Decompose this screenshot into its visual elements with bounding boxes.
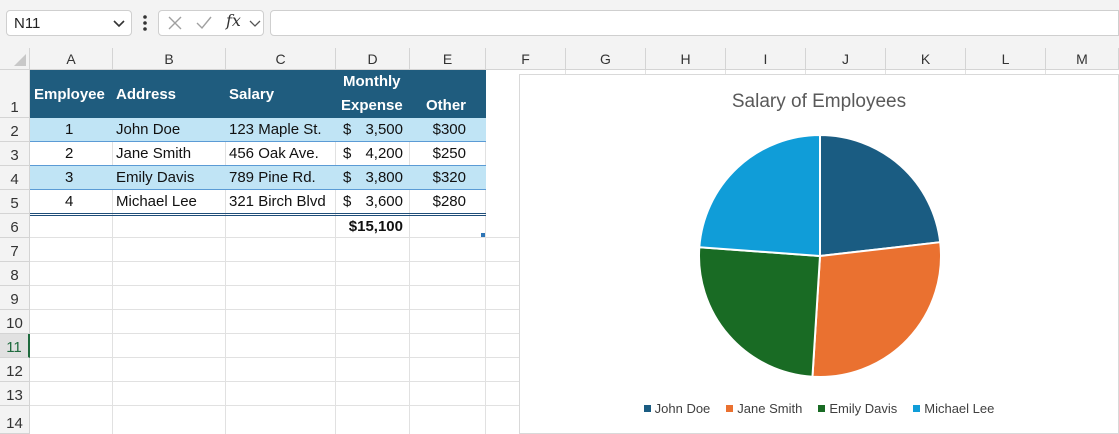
table-resize-handle[interactable] xyxy=(481,233,485,237)
more-options-icon[interactable] xyxy=(142,13,148,33)
cell-e2[interactable]: $300 xyxy=(432,121,466,138)
cell-e5[interactable]: $280 xyxy=(432,193,466,210)
row-header-7[interactable]: 7 xyxy=(0,238,30,262)
chevron-down-icon[interactable] xyxy=(112,16,126,30)
row-header-5[interactable]: 5 xyxy=(0,190,30,214)
cell-c2[interactable]: 123 Maple St. xyxy=(229,121,322,138)
pie-slice-john-doe[interactable] xyxy=(819,133,942,258)
cell-b5[interactable]: Michael Lee xyxy=(116,193,197,210)
insert-function-button[interactable]: fx xyxy=(226,11,241,30)
cell-d4[interactable]: 3,800 xyxy=(365,169,403,186)
table-row xyxy=(30,166,486,190)
name-box-value: N11 xyxy=(14,15,41,32)
total-separator xyxy=(30,213,486,216)
legend-swatch xyxy=(913,405,921,412)
cell-b3[interactable]: Jane Smith xyxy=(116,145,192,162)
row-header-4[interactable]: 4 xyxy=(0,166,30,190)
cell-d2[interactable]: 3,500 xyxy=(365,121,403,138)
cell-d2-currency: $ xyxy=(343,121,352,138)
column-header-k[interactable]: K xyxy=(886,48,966,70)
row-header-1[interactable]: 1 xyxy=(0,70,30,118)
row-header-2[interactable]: 2 xyxy=(0,118,30,142)
cell-c4[interactable]: 789 Pine Rd. xyxy=(229,169,316,186)
cell-d3-currency: $ xyxy=(343,145,352,162)
select-all-button[interactable] xyxy=(0,48,30,70)
chart-title[interactable]: Salary of Employees xyxy=(731,91,907,112)
legend-label: Jane Smith xyxy=(737,401,803,416)
column-header-h[interactable]: H xyxy=(646,48,726,70)
table-row xyxy=(30,118,486,142)
chart-legend[interactable]: John Doe Jane Smith Emily Davis Michael Lee xyxy=(520,401,1118,416)
column-header-i[interactable]: I xyxy=(726,48,806,70)
column-header-l[interactable]: L xyxy=(966,48,1046,70)
cell-c5[interactable]: 321 Birch Blvd xyxy=(229,193,326,210)
table-header-row: Employee Address Salary Monthly Expense … xyxy=(30,70,486,118)
legend-entry-michael-lee[interactable]: Michael Lee xyxy=(913,401,994,416)
pie-plot-area[interactable] xyxy=(520,75,1118,395)
table-row xyxy=(30,142,486,166)
pie-chart[interactable]: Salary of Employees John Doe Jane Smith Em… xyxy=(519,74,1119,434)
legend-swatch xyxy=(726,405,734,412)
pie-slice-michael-lee[interactable] xyxy=(698,133,821,258)
cell-c3[interactable]: 456 Oak Ave. xyxy=(229,145,319,162)
cell-a5[interactable]: 4 xyxy=(65,193,74,210)
row-header-6[interactable]: 6 xyxy=(0,214,30,238)
pie-slice-jane-smith[interactable] xyxy=(811,241,942,378)
row-header-14[interactable]: 14 xyxy=(0,406,30,434)
cell-e4[interactable]: $320 xyxy=(432,169,466,186)
column-header-f[interactable]: F xyxy=(486,48,566,70)
row-header-13[interactable]: 13 xyxy=(0,382,30,406)
header-monthly[interactable]: Monthly xyxy=(343,73,401,90)
cell-d6-total[interactable]: $15,100 xyxy=(348,218,403,235)
legend-swatch xyxy=(818,405,826,412)
row-header-10[interactable]: 10 xyxy=(0,310,30,334)
column-header-b[interactable]: B xyxy=(113,48,226,70)
row-header-3[interactable]: 3 xyxy=(0,142,30,166)
header-address[interactable]: Address xyxy=(116,86,177,103)
cell-d3[interactable]: 4,200 xyxy=(365,145,403,162)
legend-label: Emily Davis xyxy=(829,401,898,416)
header-expense[interactable]: Expense xyxy=(341,97,403,114)
cell-d5-currency: $ xyxy=(343,193,352,210)
formula-controls xyxy=(158,10,264,36)
cell-d4-currency: $ xyxy=(343,169,352,186)
legend-entry-jane-smith[interactable]: Jane Smith xyxy=(726,401,802,416)
legend-entry-emily-davis[interactable]: Emily Davis xyxy=(818,401,897,416)
legend-label: Michael Lee xyxy=(924,401,995,416)
header-employee[interactable]: Employee xyxy=(34,86,105,103)
name-box[interactable]: N11 xyxy=(6,10,132,36)
column-header-a[interactable]: A xyxy=(30,48,113,70)
cell-a4[interactable]: 3 xyxy=(65,169,74,186)
pie-slice-emily-davis[interactable] xyxy=(698,246,822,378)
cell-a2[interactable]: 1 xyxy=(65,121,74,138)
column-header-c[interactable]: C xyxy=(226,48,336,70)
row-header-12[interactable]: 12 xyxy=(0,358,30,382)
cell-b4[interactable]: Emily Davis xyxy=(116,169,195,186)
legend-label: John Doe xyxy=(654,401,711,416)
fx-chevron-down-icon[interactable] xyxy=(249,17,261,29)
legend-entry-john-doe[interactable]: John Doe xyxy=(643,401,711,416)
cell-a3[interactable]: 2 xyxy=(65,145,74,162)
row-header-8[interactable]: 8 xyxy=(0,262,30,286)
header-other[interactable]: Other xyxy=(426,97,467,114)
cancel-icon[interactable] xyxy=(167,15,183,31)
column-header-j[interactable]: J xyxy=(806,48,886,70)
header-salary[interactable]: Salary xyxy=(229,86,275,103)
cell-e3[interactable]: $250 xyxy=(432,145,466,162)
cell-d5[interactable]: 3,600 xyxy=(365,193,403,210)
column-header-m[interactable]: M xyxy=(1046,48,1119,70)
legend-swatch xyxy=(643,405,651,412)
column-header-g[interactable]: G xyxy=(566,48,646,70)
formula-bar: N11 fx xyxy=(0,0,1119,46)
row-header-11[interactable]: 11 xyxy=(0,334,30,358)
row-header-9[interactable]: 9 xyxy=(0,286,30,310)
formula-input[interactable] xyxy=(270,10,1119,36)
column-header-e[interactable]: E xyxy=(410,48,486,70)
column-header-d[interactable]: D xyxy=(336,48,410,70)
cell-b2[interactable]: John Doe xyxy=(116,121,181,138)
enter-check-icon[interactable] xyxy=(195,15,213,31)
